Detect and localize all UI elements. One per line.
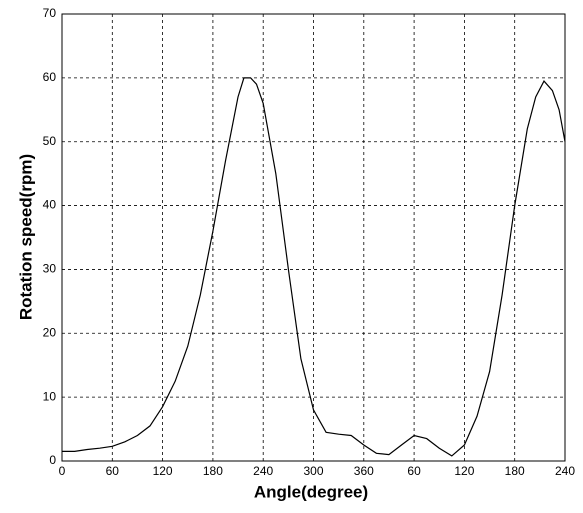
y-tick-label: 20: [43, 325, 57, 339]
x-tick-label: 180: [203, 464, 223, 478]
x-tick-label: 180: [505, 464, 525, 478]
x-tick-label: 300: [303, 464, 323, 478]
x-axis-label: Angle(degree): [254, 482, 368, 501]
x-tick-label: 240: [253, 464, 273, 478]
x-tick-label: 0: [59, 464, 66, 478]
x-tick-label: 120: [454, 464, 474, 478]
y-tick-label: 10: [43, 389, 57, 403]
x-tick-label: 60: [106, 464, 120, 478]
y-tick-label: 70: [43, 6, 57, 20]
plot-frame: [61, 13, 566, 462]
x-tick-label: 120: [153, 464, 173, 478]
y-tick-label: 40: [43, 198, 57, 212]
y-axis-label: Rotation speed(rpm): [16, 154, 35, 320]
x-tick-label: 60: [407, 464, 421, 478]
y-tick-label: 60: [43, 70, 57, 84]
x-tick-label: 240: [555, 464, 575, 478]
data-line: [62, 77, 566, 457]
x-tick-label: 360: [354, 464, 374, 478]
y-tick-label: 30: [43, 262, 57, 276]
y-tick-label: 50: [43, 134, 57, 148]
y-tick-label: 0: [49, 453, 56, 467]
